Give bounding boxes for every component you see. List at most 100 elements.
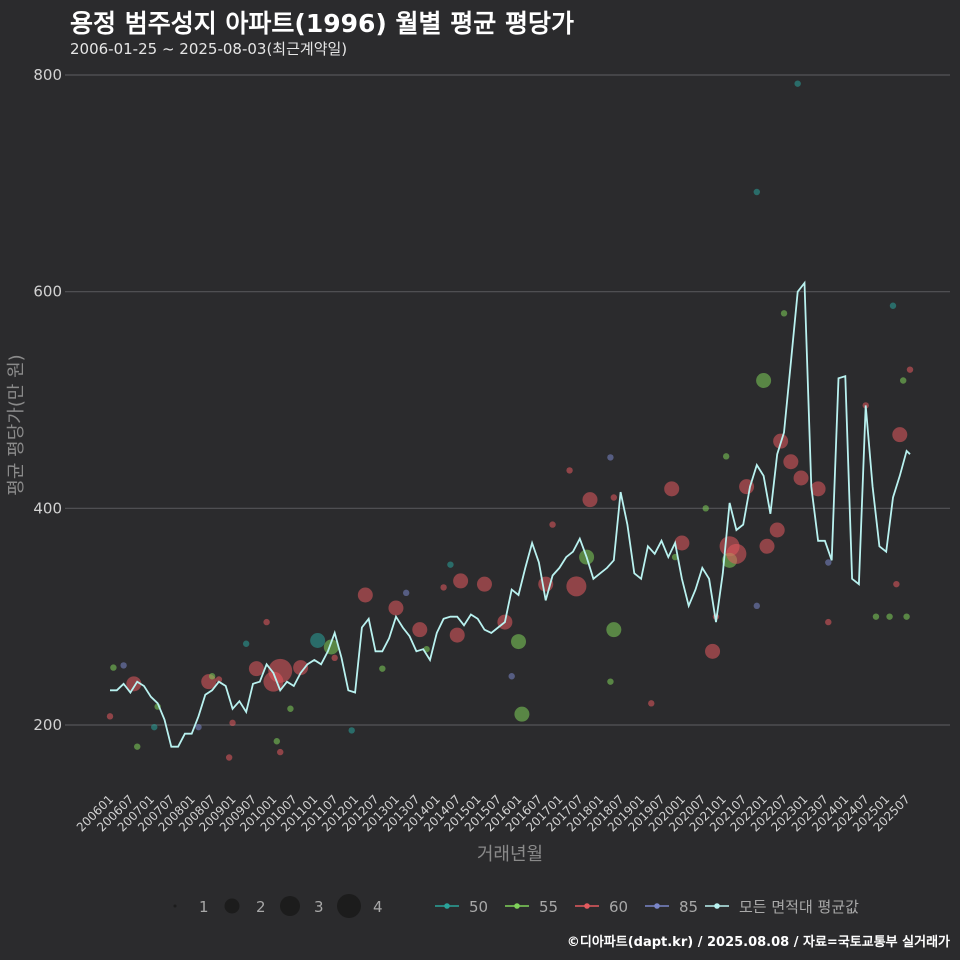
x-axis-ticks: 2006012006072007012007072008012008072009… xyxy=(74,792,913,834)
data-point-60 xyxy=(449,627,465,643)
data-point-55 xyxy=(208,673,216,680)
data-point-55 xyxy=(511,634,527,650)
data-point-60 xyxy=(664,481,680,497)
data-point-50 xyxy=(242,640,250,647)
data-point-55 xyxy=(514,706,530,722)
size-legend-label: 1 xyxy=(199,898,209,916)
chart-subtitle: 2006-01-25 ~ 2025-08-03(최근계약일) xyxy=(70,40,348,58)
data-point-55 xyxy=(872,613,880,620)
data-point-60 xyxy=(783,454,799,470)
size-legend-marker xyxy=(280,896,300,916)
data-point-55 xyxy=(110,664,117,671)
y-tick-label: 600 xyxy=(33,283,62,301)
legend-dot-marker xyxy=(654,903,660,909)
data-point-60 xyxy=(893,580,900,588)
data-point-60 xyxy=(263,618,270,626)
data-point-55 xyxy=(903,613,910,620)
data-point-85 xyxy=(607,454,614,461)
data-point-60 xyxy=(388,600,404,616)
data-point-60 xyxy=(726,543,747,564)
size-legend-marker xyxy=(337,894,361,918)
data-point-85 xyxy=(195,723,202,731)
y-axis-label: 평균 평당가(만 원) xyxy=(6,354,27,495)
data-point-50 xyxy=(889,302,897,309)
data-point-60 xyxy=(225,754,233,761)
data-point-55 xyxy=(607,678,614,685)
average-line-group xyxy=(110,280,911,748)
size-legend-marker xyxy=(173,904,177,908)
data-point-60 xyxy=(357,587,373,603)
data-point-60 xyxy=(248,661,264,677)
legend-label: 모든 면적대 평균값 xyxy=(739,898,859,916)
legend-label: 50 xyxy=(469,898,488,916)
average-line xyxy=(110,280,911,748)
data-point-60 xyxy=(549,521,556,528)
y-axis-ticks: 200 400 600 800 xyxy=(33,66,62,734)
data-point-60 xyxy=(705,643,721,659)
data-point-60 xyxy=(331,654,338,662)
data-point-55 xyxy=(702,505,709,512)
data-point-60 xyxy=(610,494,618,501)
legend-dot-marker xyxy=(444,903,450,909)
data-point-50 xyxy=(753,188,761,196)
legend: 1 2 3 4 50 55 60 85 모든 면적대 평균값 xyxy=(173,894,859,918)
chart-title: 용정 범주성지 아파트(1996) 월별 평균 평당가 xyxy=(70,9,574,38)
footer-credit: ©디아파트(dapt.kr) / 2025.08.08 / 자료=국토교통부 실… xyxy=(566,935,950,950)
data-point-55 xyxy=(134,743,141,750)
data-point-60 xyxy=(566,467,573,474)
data-point-85 xyxy=(120,662,127,669)
data-point-50 xyxy=(310,633,326,648)
data-point-55 xyxy=(722,453,730,460)
data-point-60 xyxy=(126,676,142,692)
data-point-55 xyxy=(886,613,893,620)
legend-label: 60 xyxy=(609,898,628,916)
data-point-60 xyxy=(892,427,908,443)
legend-dot-marker xyxy=(584,903,590,909)
data-point-55 xyxy=(606,622,622,638)
data-point-60 xyxy=(759,538,775,554)
data-point-60 xyxy=(648,700,655,707)
legend-dot-marker xyxy=(714,903,720,909)
data-point-60 xyxy=(293,660,309,676)
data-point-60 xyxy=(440,584,447,591)
size-legend-label: 3 xyxy=(314,898,324,916)
y-tick-label: 400 xyxy=(33,499,62,517)
data-point-50 xyxy=(447,561,454,568)
data-point-60 xyxy=(810,481,826,497)
data-point-85 xyxy=(825,559,832,566)
x-axis-label: 거래년월 xyxy=(477,844,543,865)
size-legend-label: 2 xyxy=(256,898,266,916)
data-point-55 xyxy=(273,738,281,745)
data-point-60 xyxy=(476,576,492,592)
data-point-55 xyxy=(287,705,294,712)
data-point-50 xyxy=(794,80,801,87)
data-point-85 xyxy=(508,673,515,680)
legend-label: 55 xyxy=(539,898,558,916)
data-point-55 xyxy=(756,373,772,388)
data-point-60 xyxy=(906,366,914,373)
data-point-60 xyxy=(453,573,469,589)
data-point-60 xyxy=(793,470,809,486)
data-point-85 xyxy=(402,589,410,597)
data-point-85 xyxy=(753,602,761,610)
data-point-55 xyxy=(899,377,907,384)
data-point-60 xyxy=(769,522,785,538)
data-point-60 xyxy=(412,622,428,638)
size-legend-label: 4 xyxy=(373,898,383,916)
data-point-60 xyxy=(215,676,223,683)
data-point-60 xyxy=(674,535,690,551)
legend-dot-marker xyxy=(514,903,520,909)
data-point-60 xyxy=(277,748,284,756)
legend-label: 85 xyxy=(679,898,698,916)
data-point-50 xyxy=(151,723,158,731)
data-point-55 xyxy=(780,310,788,317)
data-point-55 xyxy=(379,665,386,672)
y-tick-label: 200 xyxy=(33,716,62,734)
data-point-60 xyxy=(106,713,114,720)
data-point-60 xyxy=(582,492,598,508)
scatter-points xyxy=(106,80,914,761)
data-point-60 xyxy=(825,618,832,626)
y-tick-label: 800 xyxy=(33,66,62,84)
data-point-50 xyxy=(348,727,355,734)
